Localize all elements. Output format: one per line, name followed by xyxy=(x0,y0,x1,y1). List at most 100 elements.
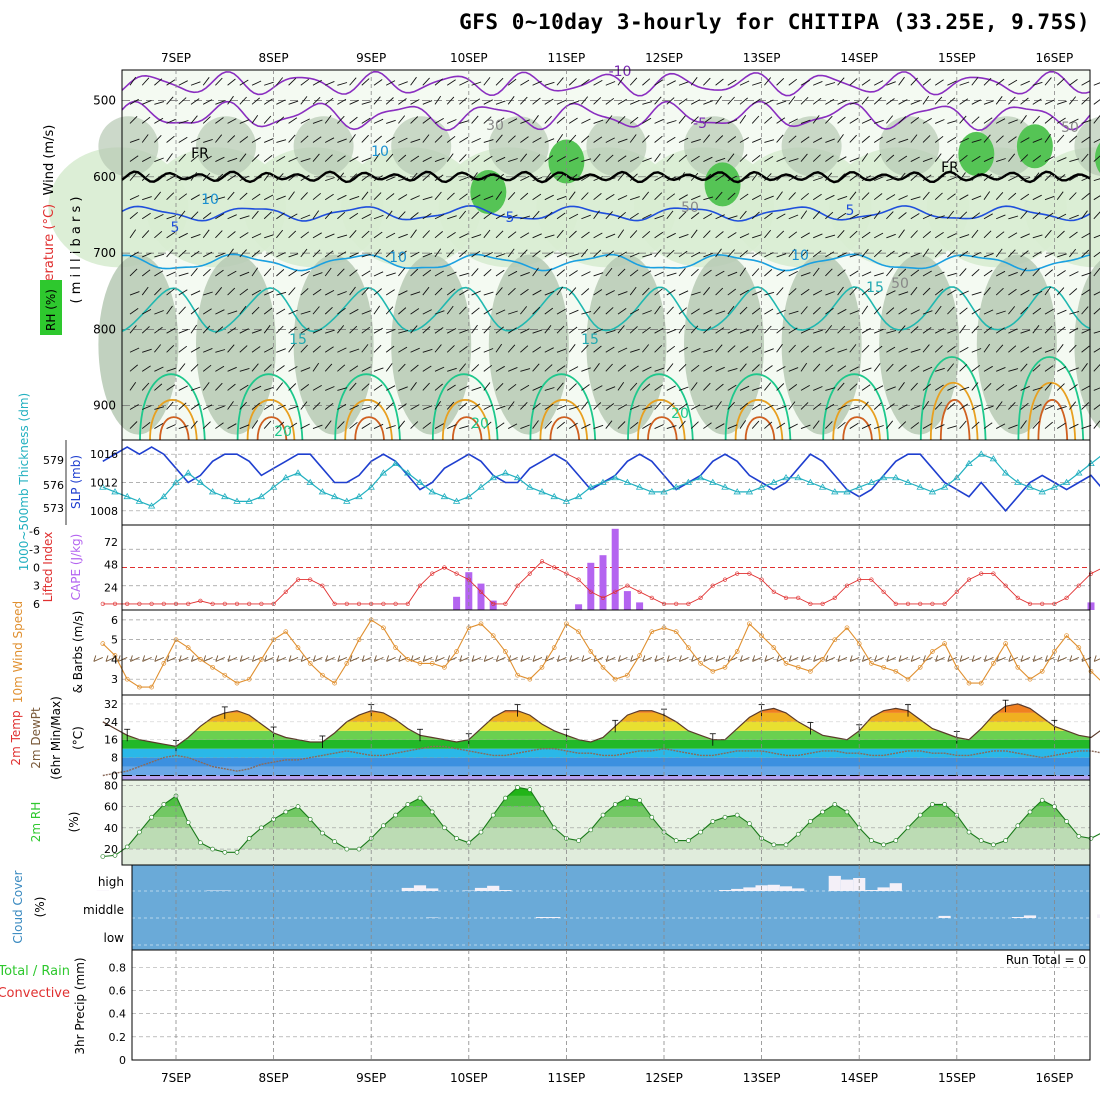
wind-barb-10m xyxy=(874,657,884,662)
wind-barb xyxy=(483,99,493,105)
wind-barb xyxy=(996,214,1006,220)
lifted-index-point xyxy=(247,601,252,607)
wind-barb xyxy=(446,79,456,86)
wind-barb xyxy=(910,286,918,296)
wind-barb xyxy=(727,401,735,410)
rh-point xyxy=(490,812,496,818)
wind-speed-point xyxy=(625,672,630,678)
wind-barb xyxy=(312,306,320,315)
wind-barb xyxy=(203,138,213,143)
wind-barb-10m xyxy=(581,657,591,662)
wind-barb xyxy=(678,386,689,391)
wind-barb xyxy=(178,210,186,220)
wind-barb xyxy=(812,210,821,220)
wind-barb xyxy=(739,363,747,372)
thickness-point xyxy=(940,483,949,490)
wind-barb-10m xyxy=(215,655,219,662)
wind-barb xyxy=(446,249,455,258)
wind-barb xyxy=(410,251,420,258)
wind-barb xyxy=(507,96,515,105)
wind-barb xyxy=(654,327,664,334)
wind-speed-point xyxy=(320,672,325,678)
wind-barb xyxy=(1020,289,1030,296)
wind-barb xyxy=(947,402,956,410)
wind-barb xyxy=(849,213,859,220)
cloud-middle-bar xyxy=(1097,914,1100,918)
thickness-tick: 573 xyxy=(43,502,64,515)
wind-barb xyxy=(1008,192,1017,201)
date-label-bottom: 8SEP xyxy=(259,1071,289,1085)
pressure-tick: 600 xyxy=(93,170,116,184)
contour-label: -10 xyxy=(609,64,632,80)
rh-shade xyxy=(48,147,189,268)
wind-barb xyxy=(581,310,592,315)
lifted-index-point xyxy=(356,601,362,607)
wind-barb xyxy=(739,329,750,334)
wind-barb xyxy=(556,269,565,277)
wind-barb xyxy=(324,420,332,429)
contour-label: 5 xyxy=(846,203,855,219)
wind-barb xyxy=(398,386,408,391)
wind-barb xyxy=(800,328,811,334)
wind-barb xyxy=(812,115,820,124)
wind-barb xyxy=(581,135,590,143)
wind-barb xyxy=(349,195,360,201)
wind-speed-point xyxy=(600,664,606,670)
wind-barb xyxy=(544,234,555,239)
wind-barb xyxy=(1044,286,1052,296)
wind-barb xyxy=(959,347,969,353)
wind-barb xyxy=(190,137,201,143)
wind-barb xyxy=(337,387,348,391)
wind-barb-10m xyxy=(654,655,658,662)
wind-barb xyxy=(1032,251,1042,258)
wind-barb xyxy=(251,176,262,182)
wind-barb xyxy=(886,386,896,391)
wind-barb xyxy=(178,385,188,391)
wind-barb xyxy=(947,97,956,105)
wind-barb xyxy=(276,156,286,162)
wind-barb xyxy=(202,172,211,181)
wind-barb xyxy=(1081,136,1091,143)
wind-barb xyxy=(434,270,444,277)
wind-barb xyxy=(715,327,725,334)
thickness-point xyxy=(1026,483,1034,490)
wind-barb xyxy=(605,177,616,182)
wind-speed-point xyxy=(771,645,777,650)
wind-barb xyxy=(581,367,591,372)
wind-barb xyxy=(751,251,761,258)
wind-speed-point xyxy=(795,664,801,670)
wind-barb xyxy=(654,153,661,162)
wind-barb xyxy=(971,195,982,201)
wind-barb xyxy=(520,288,529,296)
wind-barb xyxy=(1044,269,1053,277)
wind-barb xyxy=(495,213,505,220)
wind-barb xyxy=(886,267,894,277)
wind-barb xyxy=(300,288,309,296)
wind-barb xyxy=(910,269,920,277)
wind-barb-10m xyxy=(129,655,133,662)
wind-speed-point xyxy=(905,676,911,682)
wind-speed-point xyxy=(442,664,447,670)
rh-point xyxy=(637,797,642,803)
wind-barb xyxy=(215,117,224,124)
wind-barb xyxy=(190,268,198,277)
wind-barb xyxy=(532,154,541,162)
wind-barb xyxy=(910,348,921,353)
wind-barb xyxy=(678,307,687,315)
wind-barb xyxy=(532,97,541,105)
wind-barb xyxy=(1069,118,1079,124)
wind-barb xyxy=(971,116,980,124)
wind-barb xyxy=(422,286,430,296)
wind-barb xyxy=(751,98,761,105)
wind-barb xyxy=(764,77,772,86)
wind-barb-10m xyxy=(142,655,146,662)
thickness-point xyxy=(1075,469,1083,476)
wind-speed-series xyxy=(102,619,1100,688)
wind-barb xyxy=(507,78,517,86)
wind-barb xyxy=(410,116,419,124)
li-tick: 3 xyxy=(33,580,40,593)
wind-barb xyxy=(861,135,870,143)
wind-barb xyxy=(1093,420,1100,429)
rh-point xyxy=(1039,797,1045,803)
wind-barb xyxy=(934,153,942,162)
